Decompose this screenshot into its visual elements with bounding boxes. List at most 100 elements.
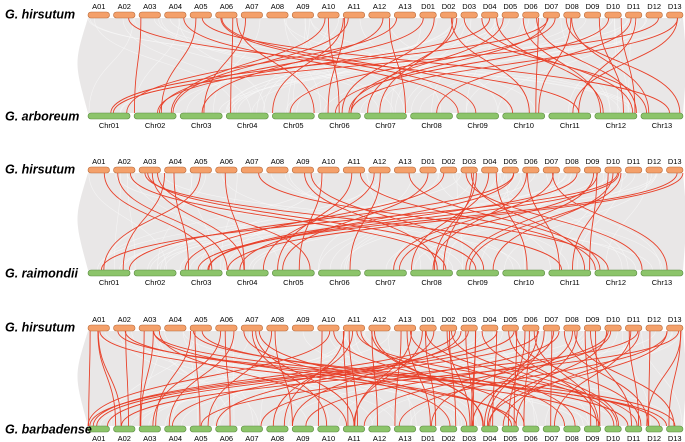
synteny-link <box>327 17 345 114</box>
top-chromosome <box>419 324 437 332</box>
bottom-chromosome <box>318 112 361 120</box>
top-chromosome <box>563 324 581 332</box>
synteny-link <box>87 330 331 427</box>
top-chromosome <box>419 11 437 19</box>
background-link <box>89 17 632 114</box>
top-chromosome <box>138 324 161 332</box>
synteny-link <box>224 172 245 271</box>
top-chromosome-label: A10 <box>322 157 335 166</box>
top-chromosome-label: D13 <box>668 315 682 324</box>
synteny-link <box>207 330 273 427</box>
synteny-link <box>371 330 378 427</box>
synteny-link <box>147 172 477 271</box>
synteny-link <box>487 330 668 427</box>
background-link <box>162 172 653 271</box>
top-chromosome-label: D02 <box>442 2 456 11</box>
bottom-chromosome-label: Chr07 <box>375 278 395 287</box>
synteny-link <box>552 172 668 271</box>
synteny-link <box>120 330 639 427</box>
background-link <box>366 172 570 271</box>
background-link <box>354 330 417 427</box>
top-chromosome <box>604 166 622 174</box>
synteny-link <box>527 172 560 271</box>
synteny-link <box>393 172 554 271</box>
top-chromosome <box>87 166 110 174</box>
bottom-chromosome-label: Chr02 <box>145 278 165 287</box>
top-species-label: G. hirsutum <box>5 162 75 176</box>
top-chromosome <box>460 11 478 19</box>
bottom-chromosome <box>113 425 136 433</box>
synteny-link <box>598 17 624 114</box>
top-chromosome-label: A08 <box>271 2 284 11</box>
bottom-chromosome-label: D07 <box>545 434 559 442</box>
synteny-link <box>97 330 117 427</box>
synteny-link <box>88 330 91 427</box>
synteny-link <box>398 330 668 427</box>
top-chromosome-label: A08 <box>271 315 284 324</box>
top-chromosome-label: A02 <box>118 157 131 166</box>
background-link <box>394 17 466 114</box>
synteny-link <box>230 17 234 114</box>
top-chromosome <box>393 166 417 174</box>
background-link <box>158 17 380 114</box>
synteny-link <box>216 330 462 427</box>
bottom-chromosome <box>548 269 592 277</box>
top-chromosome-label: A10 <box>322 2 335 11</box>
bottom-chromosome-label: D05 <box>503 434 517 442</box>
top-chromosome <box>317 324 340 332</box>
synteny-link <box>436 17 632 114</box>
top-chromosome <box>522 324 540 332</box>
background-link <box>169 17 637 114</box>
top-chromosome-label: A02 <box>118 315 131 324</box>
bottom-chromosome <box>604 425 622 433</box>
bottom-chromosome <box>460 425 478 433</box>
top-chromosome <box>291 166 314 174</box>
synteny-link <box>327 17 340 114</box>
top-chromosome-label: D12 <box>647 157 661 166</box>
top-chromosome <box>440 166 458 174</box>
bottom-chromosome <box>640 112 684 120</box>
bottom-chromosome <box>272 112 315 120</box>
top-chromosome-label: D13 <box>668 157 682 166</box>
top-chromosome-label: A08 <box>271 157 284 166</box>
synteny-link <box>388 17 406 114</box>
top-chromosome <box>113 11 136 19</box>
background-link <box>219 330 485 427</box>
top-chromosome-label: D12 <box>647 315 661 324</box>
top-chromosome <box>164 324 187 332</box>
top-chromosome <box>342 166 366 174</box>
top-chromosome <box>368 11 391 19</box>
synteny-link <box>349 172 381 271</box>
top-chromosome-label: D12 <box>647 2 661 11</box>
synteny-link <box>227 172 684 271</box>
background-link <box>158 330 221 427</box>
top-chromosome-label: A05 <box>194 2 207 11</box>
bottom-chromosome-label: A03 <box>143 434 156 442</box>
top-chromosome <box>583 11 602 19</box>
top-chromosome-label: D08 <box>565 157 579 166</box>
top-chromosome <box>583 324 602 332</box>
background-link <box>473 330 672 427</box>
synteny-link <box>117 330 668 427</box>
background-link <box>499 172 623 271</box>
background-link <box>614 17 619 114</box>
bottom-chromosome <box>133 112 177 120</box>
background-link <box>122 17 252 114</box>
synteny-link <box>172 17 349 114</box>
synteny-link <box>354 330 412 427</box>
bottom-chromosome <box>456 112 499 120</box>
top-chromosome-label: A04 <box>169 315 182 324</box>
bottom-chromosome-label: D11 <box>627 434 640 442</box>
bottom-chromosome-label: A10 <box>322 434 335 442</box>
top-chromosome <box>666 324 684 332</box>
synteny-link <box>341 17 435 114</box>
top-chromosome-label: A04 <box>169 2 182 11</box>
top-chromosome <box>189 324 212 332</box>
top-chromosome <box>501 166 519 174</box>
background-link <box>119 172 628 271</box>
synteny-link <box>550 330 553 427</box>
top-chromosome <box>542 166 560 174</box>
background-link <box>127 172 136 271</box>
background-link <box>88 17 134 114</box>
top-chromosome-label: A10 <box>322 315 335 324</box>
